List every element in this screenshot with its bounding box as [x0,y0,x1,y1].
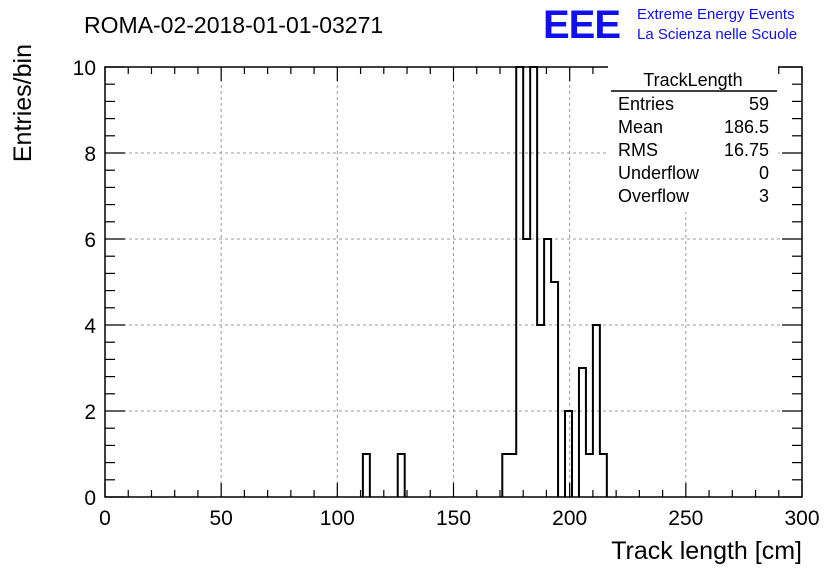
x-tick-label: 200 [552,507,587,530]
y-tick-label: 6 [84,229,96,252]
stats-row-label: Overflow [618,186,690,206]
histogram-step-line [361,66,608,497]
x-tick-label: 300 [784,507,819,530]
stats-row-value: 3 [759,186,769,206]
x-tick-label: 0 [99,507,111,530]
plot-frame [104,66,803,498]
eee-logo: EEE Extreme Energy Events La Scienza nel… [543,3,797,47]
x-axis-label: Track length [cm] [611,537,802,565]
run-title: ROMA-02-2018-01-01-03271 [84,12,383,38]
grid [105,67,802,497]
eee-logo-line-1: Extreme Energy Events [637,6,795,23]
y-tick-label: 0 [84,487,96,510]
stats-row-label: RMS [618,140,658,160]
y-tick-label: 10 [73,57,96,80]
y-tick-label: 4 [84,315,96,338]
x-tick-label: 50 [209,507,232,530]
stats-box-title: TrackLength [643,70,742,90]
stats-row-label: Entries [618,94,674,114]
tick-labels: 0 50 100 150 200 250 300 0 2 4 6 8 10 [73,57,820,530]
eee-logo-mark: EEE [543,3,620,47]
stats-row-value: 0 [759,163,769,183]
x-tick-label: 250 [668,507,703,530]
y-axis-label: Entries/bin [9,44,37,162]
y-tick-label: 2 [84,401,96,424]
stats-row-label: Underflow [618,163,700,183]
x-tick-label: 100 [320,507,355,530]
x-tick-label: 150 [436,507,471,530]
stats-row-value: 16.75 [724,140,769,160]
stats-row-label: Mean [618,117,663,137]
y-tick-label: 8 [84,143,96,166]
eee-logo-line-2: La Scienza nelle Scuole [637,26,797,43]
stats-row-value: 59 [749,94,769,114]
stats-box: TrackLength Entries 59 Mean 186.5 RMS 16.75 Un… [608,66,778,212]
stats-row-value: 186.5 [724,117,769,137]
